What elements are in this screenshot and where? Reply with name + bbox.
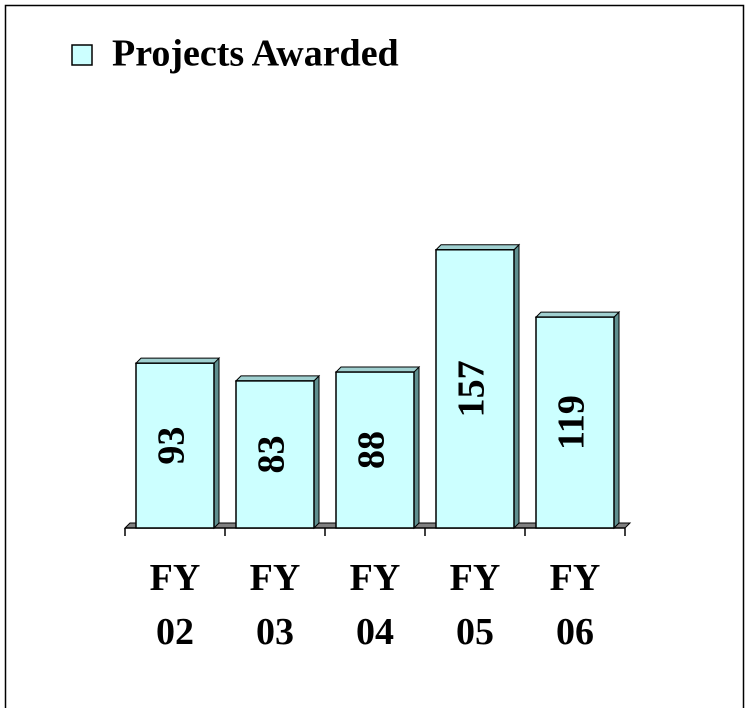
bar xyxy=(434,243,521,530)
bar xyxy=(234,374,321,530)
bar-face xyxy=(435,249,515,529)
data-label: 83 xyxy=(251,435,293,473)
x-tick-label: FY 02 xyxy=(149,557,201,653)
x-tick-label: FY 05 xyxy=(449,557,501,653)
legend-label: Projects Awarded xyxy=(112,33,399,75)
bar xyxy=(534,310,621,530)
x-tick-label: FY 06 xyxy=(549,557,601,653)
bar-face xyxy=(535,316,615,529)
x-tick-label: FY 04 xyxy=(349,557,401,653)
bar-top xyxy=(534,311,621,318)
bar-face xyxy=(135,362,215,529)
bar-face xyxy=(335,371,415,529)
bar xyxy=(134,356,221,530)
data-label: 93 xyxy=(151,427,193,465)
bar-face xyxy=(235,380,315,529)
data-label: 88 xyxy=(351,431,393,469)
legend-swatch xyxy=(71,44,93,66)
bar xyxy=(334,365,421,530)
x-tick-label: FY 03 xyxy=(249,557,301,653)
bar-top xyxy=(334,366,421,373)
data-label: 157 xyxy=(451,360,493,417)
data-label: 119 xyxy=(551,395,593,450)
chart-frame xyxy=(4,4,745,708)
